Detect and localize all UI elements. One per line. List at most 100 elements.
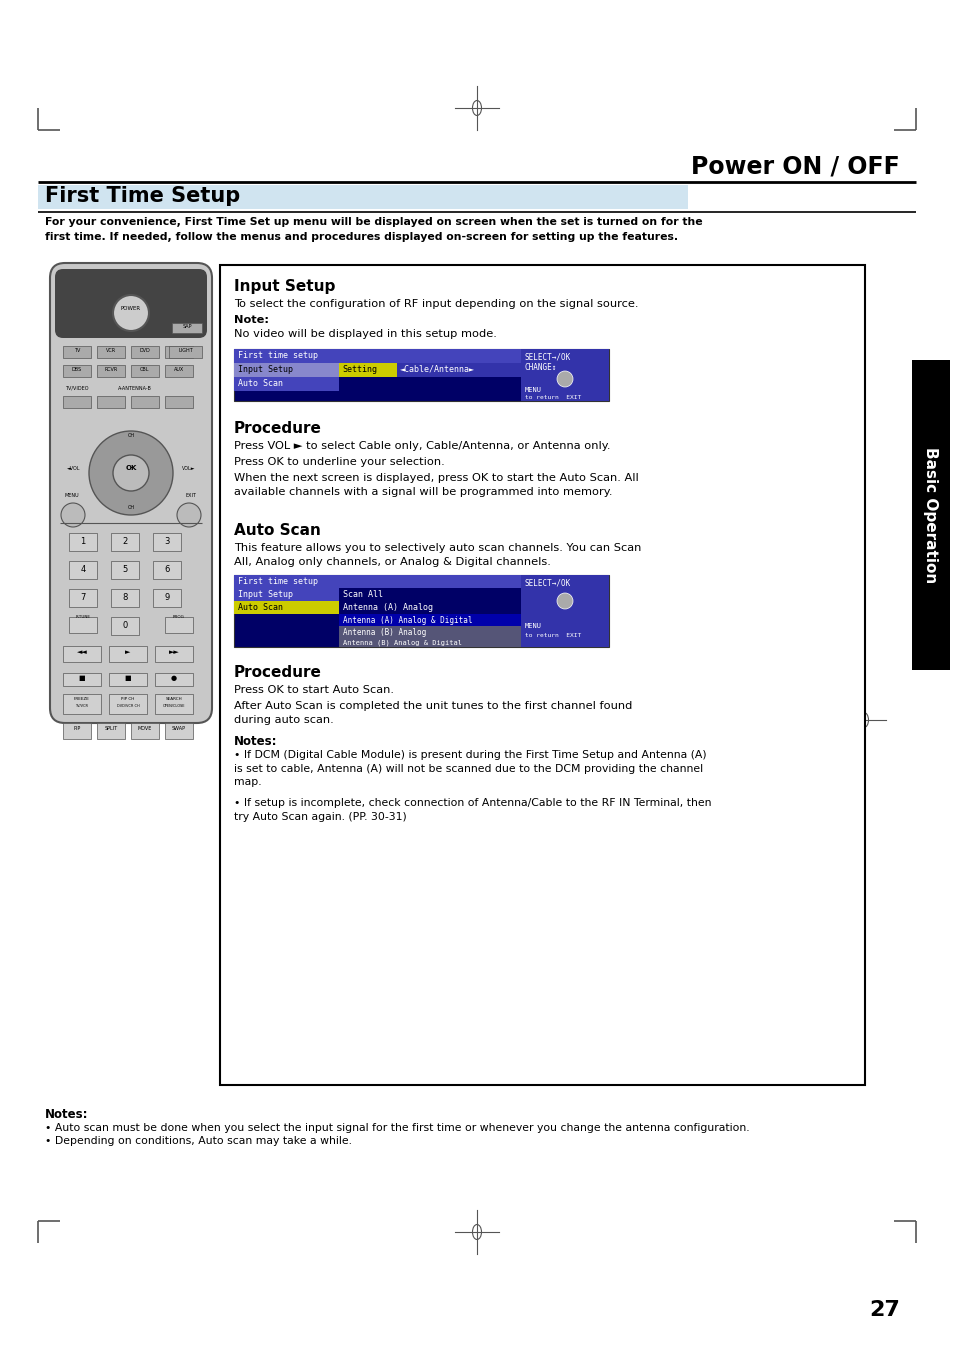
Text: OK: OK xyxy=(125,465,136,471)
Bar xyxy=(63,396,91,408)
Bar xyxy=(152,589,181,607)
Text: LIGHT: LIGHT xyxy=(178,349,193,353)
Text: DVD: DVD xyxy=(139,349,151,353)
Bar xyxy=(233,377,338,390)
Text: 4: 4 xyxy=(80,565,86,574)
Text: After Auto Scan is completed the unit tunes to the first channel found
during au: After Auto Scan is completed the unit tu… xyxy=(233,701,632,725)
Bar xyxy=(109,646,147,662)
Text: SELECT→/OK: SELECT→/OK xyxy=(524,353,571,361)
Text: Antenna (A) Analog: Antenna (A) Analog xyxy=(343,603,433,612)
Circle shape xyxy=(557,593,573,609)
Bar xyxy=(111,561,139,580)
Text: For your convenience, First Time Set up menu will be displayed on screen when th: For your convenience, First Time Set up … xyxy=(45,218,702,242)
Text: 3: 3 xyxy=(164,536,170,546)
Bar xyxy=(233,588,338,601)
Text: POWER: POWER xyxy=(121,305,141,311)
Text: TV/VIDEO: TV/VIDEO xyxy=(65,386,89,390)
Text: Auto Scan: Auto Scan xyxy=(233,523,320,538)
Text: Notes:: Notes: xyxy=(233,735,277,748)
Bar xyxy=(111,589,139,607)
Bar xyxy=(131,346,159,358)
Text: DVD/VCR CH: DVD/VCR CH xyxy=(116,704,139,708)
Bar xyxy=(165,365,193,377)
Circle shape xyxy=(112,455,149,490)
Bar xyxy=(165,617,193,634)
Bar xyxy=(233,363,338,377)
Text: ■: ■ xyxy=(125,676,132,681)
Text: ◄Cable/Antenna►: ◄Cable/Antenna► xyxy=(399,365,475,374)
Bar xyxy=(154,694,193,713)
Text: AUX: AUX xyxy=(173,367,184,372)
Text: First Time Setup: First Time Setup xyxy=(45,186,240,205)
Text: Procedure: Procedure xyxy=(233,665,321,680)
Text: First time setup: First time setup xyxy=(237,351,317,359)
Circle shape xyxy=(112,295,149,331)
Bar xyxy=(63,723,91,739)
Text: SEARCH: SEARCH xyxy=(166,697,182,701)
FancyBboxPatch shape xyxy=(50,263,212,723)
Text: • Auto scan must be done when you select the input signal for the first time or : • Auto scan must be done when you select… xyxy=(45,1123,749,1133)
Bar xyxy=(63,346,91,358)
Text: ►►: ►► xyxy=(169,648,179,655)
Bar xyxy=(338,601,520,613)
Text: CH: CH xyxy=(128,434,134,438)
Bar xyxy=(154,646,193,662)
Text: Auto Scan: Auto Scan xyxy=(237,603,283,612)
Bar xyxy=(338,588,520,601)
Text: VOL►: VOL► xyxy=(181,466,194,470)
Bar xyxy=(233,349,520,363)
Text: OPEN/CLOSE: OPEN/CLOSE xyxy=(163,704,185,708)
Text: Notes:: Notes: xyxy=(45,1108,89,1121)
Bar xyxy=(396,363,520,377)
Text: PIP: PIP xyxy=(73,725,81,731)
Text: Scan All: Scan All xyxy=(343,590,382,598)
Text: Setting: Setting xyxy=(341,365,376,374)
Bar xyxy=(520,576,608,647)
Bar xyxy=(97,346,125,358)
Text: 27: 27 xyxy=(868,1300,899,1320)
Bar xyxy=(520,349,608,401)
Text: DBS: DBS xyxy=(71,367,82,372)
Circle shape xyxy=(89,431,172,515)
Bar xyxy=(154,673,193,686)
Text: Input Setup: Input Setup xyxy=(233,280,335,295)
Text: This feature allows you to selectively auto scan channels. You can Scan
All, Ana: This feature allows you to selectively a… xyxy=(233,543,640,567)
Bar xyxy=(63,365,91,377)
Text: SELECT→/OK: SELECT→/OK xyxy=(524,578,571,586)
Bar xyxy=(131,396,159,408)
Bar xyxy=(38,185,687,209)
Text: R-TUNE: R-TUNE xyxy=(75,615,91,619)
Text: • If DCM (Digital Cable Module) is present during the First Time Setup and Anten: • If DCM (Digital Cable Module) is prese… xyxy=(233,750,706,788)
Bar xyxy=(233,601,338,613)
Bar xyxy=(69,561,97,580)
Text: EXIT: EXIT xyxy=(186,493,196,499)
Text: 9: 9 xyxy=(164,593,170,603)
Text: 5: 5 xyxy=(122,565,128,574)
Bar xyxy=(338,613,520,626)
Text: CBL: CBL xyxy=(140,367,150,372)
Text: ◄◄: ◄◄ xyxy=(76,648,88,655)
Bar xyxy=(220,265,864,1085)
Bar xyxy=(63,694,101,713)
Text: Basic Operation: Basic Operation xyxy=(923,447,938,584)
Bar xyxy=(97,365,125,377)
Bar xyxy=(69,534,97,551)
Bar xyxy=(911,359,949,670)
Bar xyxy=(233,349,608,401)
Bar xyxy=(165,723,193,739)
Bar xyxy=(152,534,181,551)
Text: Press OK to start Auto Scan.: Press OK to start Auto Scan. xyxy=(233,685,394,694)
Text: Antenna (B) Analog: Antenna (B) Analog xyxy=(343,628,426,638)
Text: MENU: MENU xyxy=(524,623,541,630)
Text: Input Setup: Input Setup xyxy=(237,590,293,598)
Bar xyxy=(169,346,202,358)
Text: SAP: SAP xyxy=(182,324,192,330)
Text: PROG: PROG xyxy=(172,615,185,619)
Text: Antenna (B) Analog & Digital: Antenna (B) Analog & Digital xyxy=(343,640,461,647)
Text: Press OK to underline your selection.: Press OK to underline your selection. xyxy=(233,457,444,467)
Text: Note:: Note: xyxy=(233,315,269,326)
Bar xyxy=(111,534,139,551)
Text: Input Setup: Input Setup xyxy=(237,365,293,374)
Bar xyxy=(131,365,159,377)
Text: • If setup is incomplete, check connection of Antenna/Cable to the RF IN Termina: • If setup is incomplete, check connecti… xyxy=(233,798,711,821)
